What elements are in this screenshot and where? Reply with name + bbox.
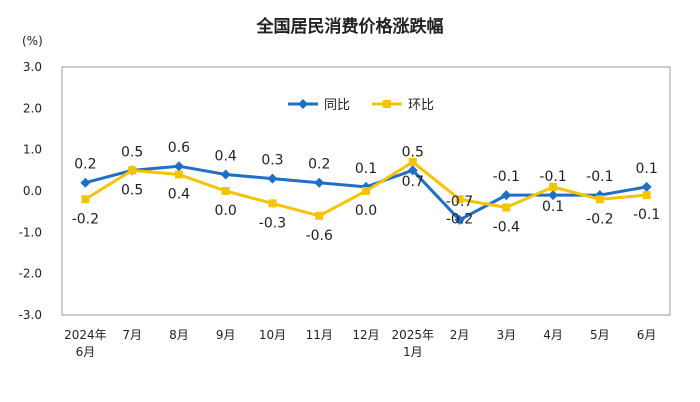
data-label-series-1: -0.2 [586,211,613,227]
series-0-point [548,190,559,201]
series-1-point [221,187,230,195]
series-layer [80,158,652,225]
x-tick-label: 11月 [306,328,333,342]
chart-title: 全国居民消费价格涨跌幅 [256,17,444,37]
x-tick-label: 3月 [496,328,516,342]
x-tick-label: 12月 [352,328,379,342]
x-tick-label: 10月 [259,328,286,342]
data-label-series-0: 0.5 [121,144,143,160]
data-label-series-0: 0.5 [402,144,424,160]
y-tick-label: 3.0 [23,60,42,74]
data-labels-layer: 0.2 0.5 0.6 0.4 0.3 0.2 0.1 0.5 -0.7 -0.1 -0.1 -0.1… [72,140,661,244]
series-1-point [595,195,604,204]
x-axis-ticks: 2024年 6月 7月 8月 9月 10月 11月 12月 2025年 1月 2月 3月 4月 5月 6月 [64,328,656,359]
series-1-point [455,195,464,204]
x-tick-label: 5月 [590,328,610,342]
data-label-series-0: 0.4 [215,148,237,164]
x-tick-label: 1月 [403,345,423,359]
y-tick-label: -3.0 [19,308,42,322]
data-label-series-0: 0.2 [308,157,330,173]
series-0-point [407,165,418,176]
x-tick-label: 6月 [637,328,657,342]
data-label-series-1: -0.2 [446,211,473,227]
y-tick-label: -2.0 [19,267,42,281]
x-tick-label: 2月 [450,328,470,342]
data-label-series-1: -0.4 [493,220,520,236]
legend-label: 同比 [324,98,350,113]
series-0-point [501,190,512,201]
series-0-point [80,177,91,188]
data-label-series-0: -0.1 [539,169,566,185]
data-label-series-0: -0.1 [493,169,520,185]
x-tick-label: 8月 [169,328,189,342]
series-1-point [642,191,651,200]
series-0-point [173,161,184,172]
x-tick-label: 2024年 [64,328,107,342]
x-tick-label: 4月 [543,328,563,342]
series-0-point [314,177,325,188]
x-tick-label: 6月 [76,345,96,359]
data-label-series-1: -0.3 [259,215,286,231]
legend-label: 环比 [408,98,434,113]
data-label-series-0: 0.1 [635,161,657,177]
data-label-series-1: 0.0 [355,203,377,219]
y-tick-label: 1.0 [23,143,42,157]
series-1-point [81,195,90,204]
series-0-point [641,181,652,192]
y-tick-label: -1.0 [19,225,42,239]
data-label-series-1: 0.4 [168,186,190,202]
data-label-series-1: 0.0 [215,203,237,219]
series-1-point [502,203,511,212]
series-0-point [454,214,465,225]
y-axis-unit: (%) [22,34,43,48]
data-label-series-0: -0.1 [586,169,613,185]
legend: 同比 环比 [288,98,434,113]
plot-frame [61,66,671,316]
series-1-point [128,166,137,175]
series-1-point [549,182,558,191]
data-label-series-1: -0.6 [306,228,333,244]
series-1-point [408,158,417,167]
data-label-series-1: 0.5 [121,182,143,198]
legend-marker [298,99,308,109]
series-0-point [267,173,278,184]
series-1-point [362,187,370,195]
data-label-series-0: 0.1 [355,161,377,177]
legend-marker [383,100,391,108]
series-1-point [174,170,183,179]
data-label-series-1: -0.1 [633,207,660,223]
x-tick-label: 2025年 [391,328,434,342]
y-tick-label: 2.0 [23,101,42,115]
data-label-series-0: 0.3 [261,153,283,169]
data-label-series-1: 0.1 [542,199,564,215]
data-label-series-1: -0.2 [72,211,99,227]
data-label-series-1: 0.7 [402,174,424,190]
y-tick-label: 0.0 [23,184,42,198]
data-label-series-0: -0.7 [446,194,473,210]
series-0-point [220,169,231,180]
data-label-series-0: 0.6 [168,140,190,156]
series-1-point [268,199,277,208]
x-tick-label: 9月 [216,328,236,342]
series-1-point [315,211,324,220]
x-tick-label: 7月 [122,328,142,342]
y-axis-ticks: 3.0 2.0 1.0 0.0 -1.0 -2.0 -3.0 [19,60,42,322]
data-label-series-0: 0.2 [74,157,96,173]
